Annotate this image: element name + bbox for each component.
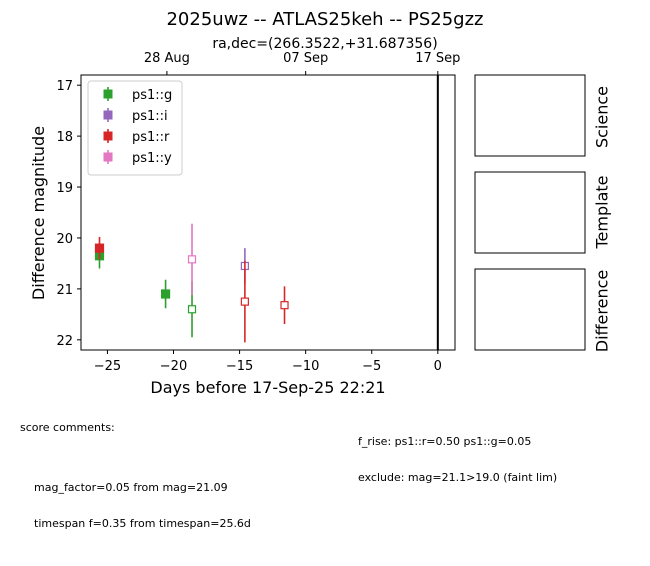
light-curve-figure: 2025uwz -- ATLAS25keh -- PS25gzz ra,dec=… <box>29 9 612 397</box>
data-point <box>160 289 171 299</box>
y-tick-label: 20 <box>56 232 73 247</box>
top-axis-tick-label: 07 Sep <box>283 51 328 66</box>
x-tick-label: −15 <box>226 359 253 374</box>
score-comments-header: score comments: <box>20 421 115 434</box>
y-tick-label: 17 <box>56 79 73 94</box>
plot-area: −25 −20 −15 −10 −5 0 17 18 19 20 21 22 28 Aug 07 Sep 1… <box>56 51 460 374</box>
x-tick-label: −25 <box>94 359 121 374</box>
y-tick-label: 18 <box>56 130 73 145</box>
x-tick-label: 0 <box>434 359 442 374</box>
x-tick-label: −10 <box>292 359 319 374</box>
data-point <box>187 255 197 264</box>
image-panels: Science Template Difference <box>474 74 612 352</box>
y-tick-label: 22 <box>56 334 73 349</box>
legend-label: ps1::y <box>132 151 172 166</box>
legend-label: ps1::i <box>132 109 168 124</box>
data-point <box>280 301 289 310</box>
data-point <box>94 243 105 253</box>
template-panel <box>474 171 586 254</box>
legend-marker <box>103 131 113 141</box>
comment-f-rise: f_rise: ps1::r=0.50 ps1::g=0.05 <box>358 435 532 448</box>
x-tick-label: −5 <box>362 359 381 374</box>
score-comments-right: f_rise: ps1::r=0.50 ps1::g=0.05 exclude:… <box>358 412 557 496</box>
comment-mag-factor: mag_factor=0.05 from mag=21.09 <box>34 481 228 494</box>
chart-subtitle: ra,dec=(266.3522,+31.687356) <box>212 36 437 52</box>
x-axis-label: Days before 17-Sep-25 22:21 <box>150 378 385 397</box>
data-point <box>187 305 197 314</box>
difference-panel-label: Difference <box>593 270 612 352</box>
science-panel-label: Science <box>593 86 612 148</box>
data-point <box>240 297 249 306</box>
science-panel <box>474 74 586 157</box>
y-axis-label: Difference magnitude <box>29 126 48 300</box>
x-tick-label: −20 <box>160 359 187 374</box>
chart-title: 2025uwz -- ATLAS25keh -- PS25gzz <box>166 9 483 30</box>
legend-box <box>87 80 183 176</box>
y-tick-label: 19 <box>56 181 73 196</box>
comment-timespan: timespan f=0.35 from timespan=25.6d <box>34 517 251 530</box>
score-comments: score comments: mag_factor=0.05 from mag… <box>20 398 251 566</box>
comment-exclude: exclude: mag=21.1>19.0 (faint lim) <box>358 471 558 484</box>
legend-marker <box>103 89 113 99</box>
plot-frame <box>80 74 456 351</box>
y-tick-label: 21 <box>56 283 73 298</box>
legend-label: ps1::r <box>132 130 170 145</box>
legend-label: ps1::g <box>132 88 172 103</box>
legend-marker <box>103 152 113 162</box>
difference-panel <box>474 268 586 351</box>
legend-marker <box>103 110 113 120</box>
template-panel-label: Template <box>593 175 612 249</box>
top-axis-tick-label: 17 Sep <box>415 51 460 66</box>
top-axis-tick-label: 28 Aug <box>144 51 190 66</box>
